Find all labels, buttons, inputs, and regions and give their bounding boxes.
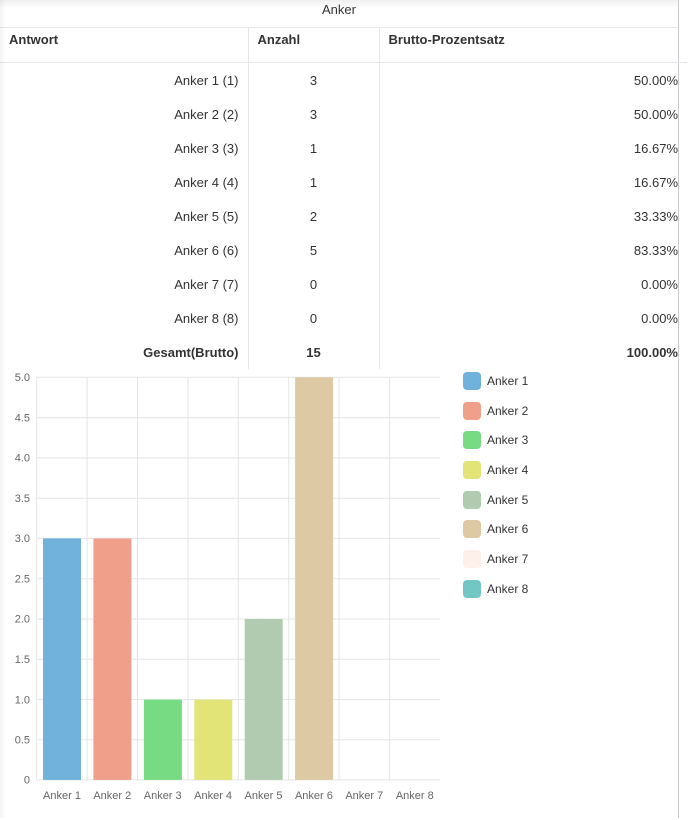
svg-text:Anker 2: Anker 2 xyxy=(93,790,131,802)
svg-text:2.0: 2.0 xyxy=(15,614,30,626)
svg-text:0.5: 0.5 xyxy=(15,735,30,747)
svg-text:4.0: 4.0 xyxy=(15,453,30,465)
svg-text:2.5: 2.5 xyxy=(15,573,30,585)
svg-text:Anker 3: Anker 3 xyxy=(144,790,182,802)
svg-text:3.0: 3.0 xyxy=(15,533,30,545)
svg-text:Anker 5: Anker 5 xyxy=(245,790,283,802)
svg-text:Anker 8: Anker 8 xyxy=(396,790,434,802)
svg-text:0: 0 xyxy=(24,775,30,787)
svg-text:1.5: 1.5 xyxy=(15,654,30,666)
svg-text:4.5: 4.5 xyxy=(15,412,30,424)
svg-text:Anker 4: Anker 4 xyxy=(194,790,232,802)
svg-text:Anker 6: Anker 6 xyxy=(295,790,333,802)
svg-text:1.0: 1.0 xyxy=(15,694,30,706)
svg-text:5.0: 5.0 xyxy=(15,372,30,384)
svg-text:Anker 1: Anker 1 xyxy=(43,790,81,802)
svg-text:3.5: 3.5 xyxy=(15,493,30,505)
svg-text:Anker 7: Anker 7 xyxy=(345,790,383,802)
